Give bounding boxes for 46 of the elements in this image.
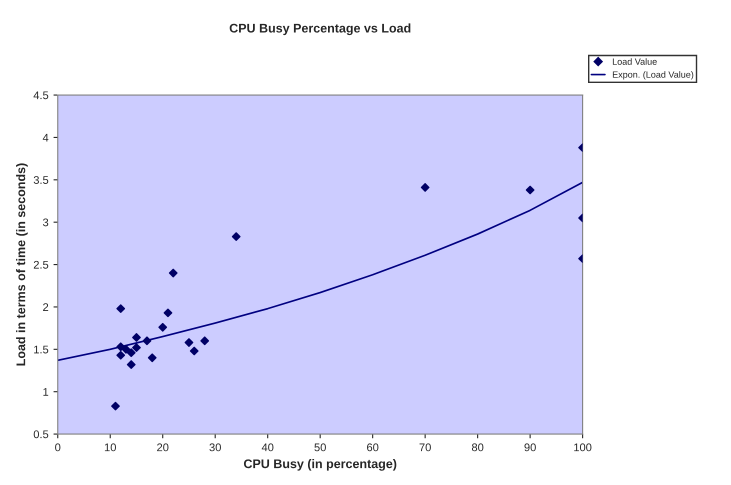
chart-title: CPU Busy Percentage vs Load (230, 23, 410, 36)
x-tick-label: 70 (420, 443, 431, 452)
y-tick-label: 3.5 (34, 176, 48, 184)
x-tick-label: 30 (209, 443, 221, 452)
point (232, 232, 241, 241)
legend-label: Expon. (Load Value) (612, 71, 694, 80)
x-tick-label: 60 (367, 443, 378, 452)
y-tick-label: 2 (43, 303, 48, 311)
point (116, 342, 126, 352)
line-series (58, 182, 583, 362)
legend-label: Load Value (612, 58, 657, 65)
x-tick-label: 80 (472, 443, 484, 452)
point (184, 338, 194, 347)
point (190, 346, 199, 356)
x-tick-label: 40 (262, 443, 274, 452)
point (200, 336, 210, 346)
point (158, 322, 168, 332)
y-tick-label: 4 (42, 134, 48, 142)
point (132, 333, 141, 342)
point (116, 350, 126, 360)
x-tick-label: 90 (524, 443, 536, 452)
y-tick-label: 0.5 (34, 430, 48, 438)
point (126, 360, 136, 369)
point (168, 268, 178, 278)
x-axis-title: CPU Busy (in percentage) (244, 459, 396, 471)
y-tick-label: 2.5 (34, 260, 48, 269)
x-tick-label: 10 (104, 443, 116, 452)
point (142, 336, 152, 346)
x-tick-label: 50 (314, 443, 326, 452)
y-tick-label: 1.5 (34, 346, 48, 354)
point (126, 348, 136, 358)
point (122, 344, 130, 354)
point (526, 186, 534, 194)
x-tick-label: 0 (55, 443, 60, 452)
x-tick-label: 100 (574, 443, 592, 452)
x-tick-label: 20 (157, 443, 168, 452)
point (420, 183, 430, 192)
point (148, 353, 157, 362)
point (164, 308, 172, 318)
y-tick-label: 3 (42, 218, 48, 226)
point (132, 343, 141, 352)
y-axis-title: Load in terms of time (in seconds) (16, 163, 28, 366)
point (116, 304, 126, 314)
point (111, 402, 120, 410)
y-tick-label: 4.5 (34, 91, 48, 100)
y-tick-label: 1 (43, 388, 48, 396)
